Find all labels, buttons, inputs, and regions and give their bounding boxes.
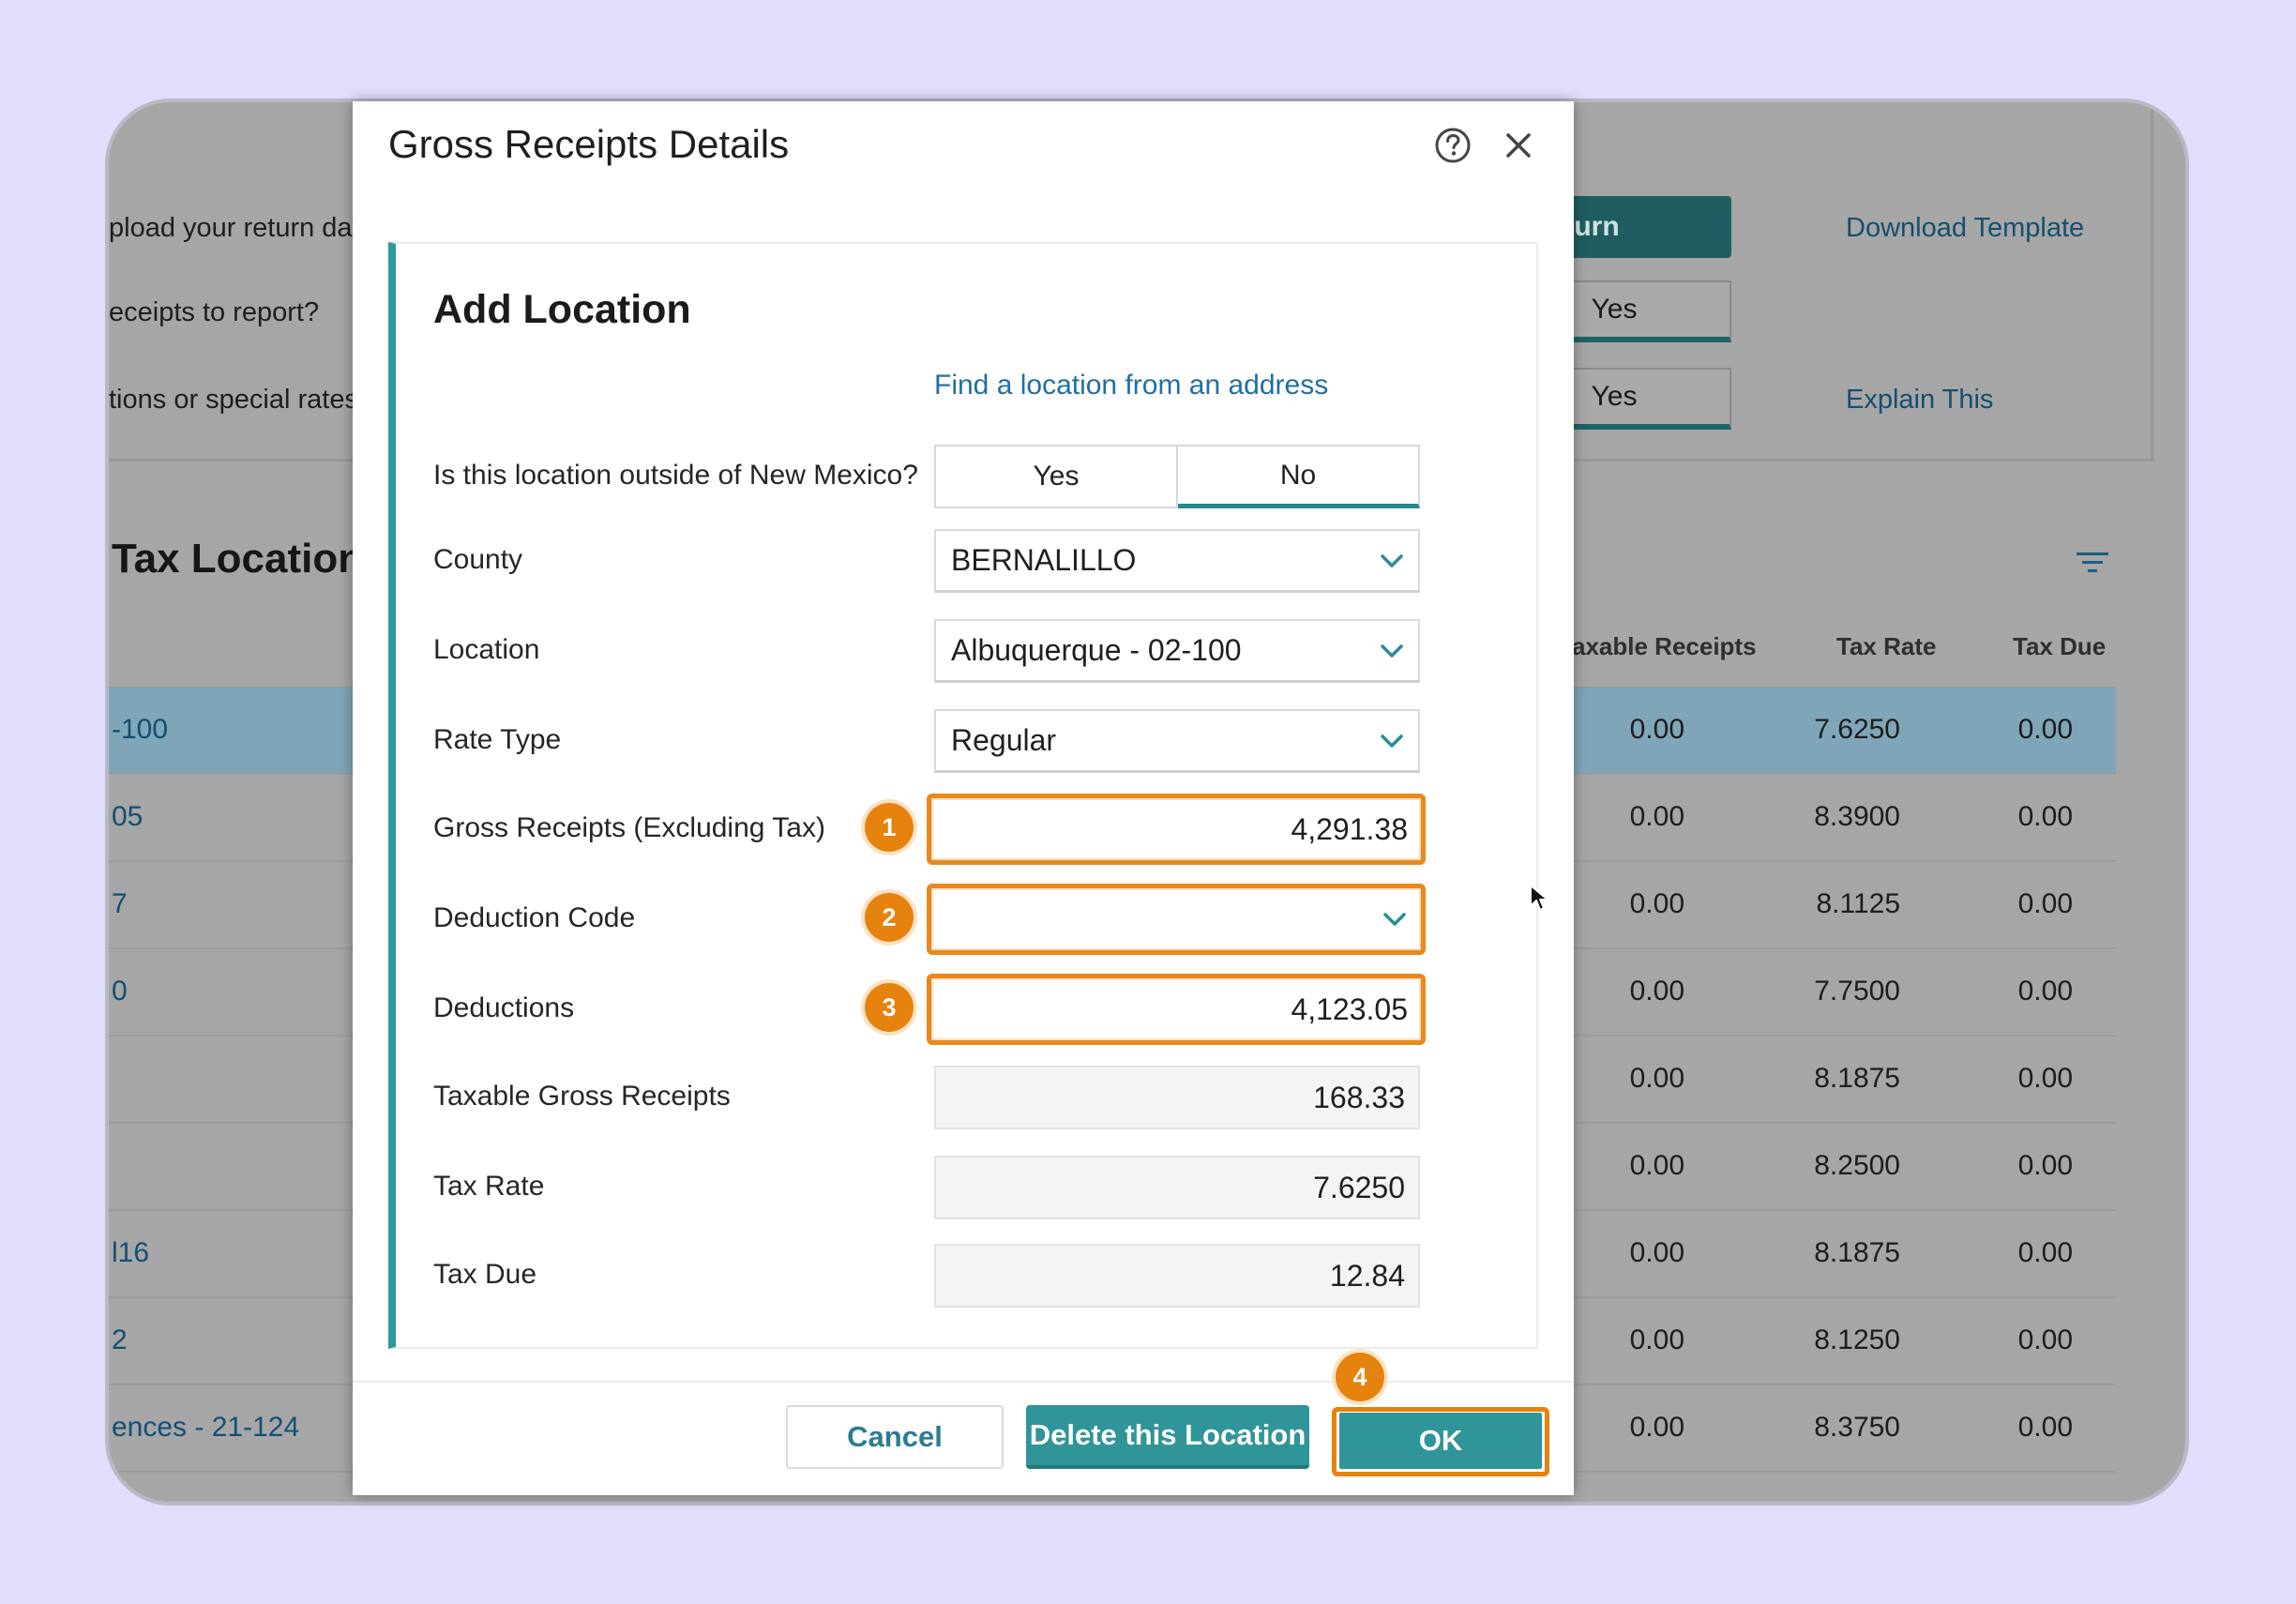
outside-no-button[interactable]: No: [1178, 445, 1420, 508]
step-badge-1: 1: [865, 803, 914, 852]
location-name[interactable]: -100: [112, 714, 169, 745]
deductions-input[interactable]: 4,123.05: [927, 974, 1426, 1045]
step-badge-4: 4: [1336, 1353, 1384, 1401]
outside-yes-button[interactable]: Yes: [934, 445, 1178, 508]
column-tax-due: Tax Due: [2013, 632, 2107, 660]
column-taxable-receipts: axable Receipts: [1572, 632, 1757, 660]
explain-this-link[interactable]: Explain This: [1846, 385, 1994, 415]
ok-button[interactable]: OK: [1339, 1413, 1542, 1469]
due-cell: 0.00: [2017, 714, 2073, 745]
due-cell: 0.00: [2017, 801, 2073, 832]
tax-due-label: Tax Due: [433, 1259, 537, 1290]
gross-receipts-label: Gross Receipts (Excluding Tax): [433, 812, 825, 843]
location-value: Albuquerque - 02-100: [951, 633, 1242, 667]
county-select[interactable]: BERNALILLO: [934, 529, 1420, 593]
rate-type-select[interactable]: Regular: [934, 709, 1420, 773]
column-tax-rate: Tax Rate: [1836, 632, 1937, 660]
tax-locations-title: Tax Locations: [112, 536, 386, 582]
taxable-cell: 0.00: [1629, 1237, 1684, 1268]
due-cell: 0.00: [2017, 1063, 2073, 1094]
special-rates-prompt: tions or special rates: [109, 385, 358, 415]
rate-cell: 8.2500: [1814, 1150, 1900, 1181]
delete-location-button[interactable]: Delete this Location: [1026, 1405, 1309, 1469]
tax-rate-value: 7.6250: [934, 1156, 1420, 1219]
rate-cell: 8.1875: [1814, 1063, 1900, 1094]
filter-icon[interactable]: [2077, 551, 2108, 575]
location-name[interactable]: 7: [112, 888, 128, 919]
due-cell: 0.00: [2017, 976, 2073, 1006]
location-name[interactable]: ences - 21-124: [112, 1412, 300, 1443]
tax-rate-label: Tax Rate: [433, 1171, 545, 1202]
chevron-down-icon: [1381, 643, 1403, 658]
rate-cell: 8.3900: [1814, 801, 1900, 832]
location-name[interactable]: 2: [112, 1324, 128, 1355]
location-name[interactable]: 0: [112, 976, 128, 1006]
deductions-label: Deductions: [433, 992, 575, 1023]
due-cell: 0.00: [2017, 888, 2073, 919]
taxable-cell: 0.00: [1629, 1324, 1684, 1355]
ok-highlight-ring: [1332, 1407, 1549, 1476]
step-badge-3: 3: [865, 983, 914, 1032]
due-cell: 0.00: [2017, 1412, 2073, 1443]
close-icon[interactable]: [1499, 126, 1538, 165]
rate-cell: 8.1250: [1814, 1324, 1900, 1355]
upload-prompt: pload your return dat: [109, 213, 360, 243]
taxable-cell: 0.00: [1629, 714, 1684, 745]
chevron-down-icon: [1383, 913, 1406, 926]
rate-cell: 8.3750: [1814, 1412, 1900, 1443]
cancel-button[interactable]: Cancel: [786, 1405, 1004, 1469]
chevron-down-icon: [1381, 734, 1403, 748]
taxable-gross-label: Taxable Gross Receipts: [433, 1081, 731, 1112]
location-label: Location: [433, 634, 540, 665]
gross-receipts-dialog: Gross Receipts Details Add Location Find…: [353, 101, 1574, 1495]
taxable-cell: 0.00: [1629, 888, 1684, 919]
county-value: BERNALILLO: [951, 543, 1137, 577]
footer-divider: [353, 1381, 1574, 1383]
taxable-cell: 0.00: [1629, 976, 1684, 1006]
gross-receipts-input[interactable]: 4,291.38: [927, 794, 1426, 865]
taxable-cell: 0.00: [1629, 1150, 1684, 1181]
rate-cell: 7.7500: [1814, 976, 1900, 1006]
rate-type-value: Regular: [951, 723, 1057, 757]
receipts-prompt: eceipts to report?: [109, 297, 320, 327]
deduction-code-select[interactable]: [927, 884, 1426, 955]
due-cell: 0.00: [2017, 1237, 2073, 1268]
card-title: Add Location: [433, 287, 691, 332]
dialog-title: Gross Receipts Details: [388, 122, 790, 166]
outside-nm-toggle: Yes No: [934, 445, 1420, 508]
tax-due-value: 12.84: [934, 1244, 1420, 1308]
chevron-down-icon: [1381, 553, 1403, 567]
taxable-cell: 0.00: [1629, 1412, 1684, 1443]
rate-cell: 8.1125: [1816, 888, 1900, 919]
taxable-cell: 0.00: [1629, 1063, 1684, 1094]
rate-type-label: Rate Type: [433, 724, 562, 755]
location-name[interactable]: l16: [112, 1237, 150, 1268]
taxable-gross-value: 168.33: [934, 1066, 1420, 1129]
location-select[interactable]: Albuquerque - 02-100: [934, 619, 1420, 683]
question-circle-icon[interactable]: [1433, 126, 1473, 165]
due-cell: 0.00: [2017, 1150, 2073, 1181]
deduction-code-label: Deduction Code: [433, 902, 636, 933]
download-template-link[interactable]: Download Template: [1846, 213, 2085, 243]
add-location-card: Add Location Find a location from an add…: [388, 242, 1538, 1349]
find-location-link[interactable]: Find a location from an address: [934, 370, 1329, 401]
due-cell: 0.00: [2017, 1324, 2073, 1355]
step-badge-2: 2: [865, 893, 914, 942]
taxable-cell: 0.00: [1629, 801, 1684, 832]
mouse-cursor-icon: [1530, 885, 1548, 911]
county-label: County: [433, 544, 523, 575]
location-name[interactable]: 05: [112, 801, 144, 832]
outside-nm-label: Is this location outside of New Mexico?: [433, 460, 918, 491]
rate-cell: 7.6250: [1814, 714, 1900, 745]
rate-cell: 8.1875: [1814, 1237, 1900, 1268]
